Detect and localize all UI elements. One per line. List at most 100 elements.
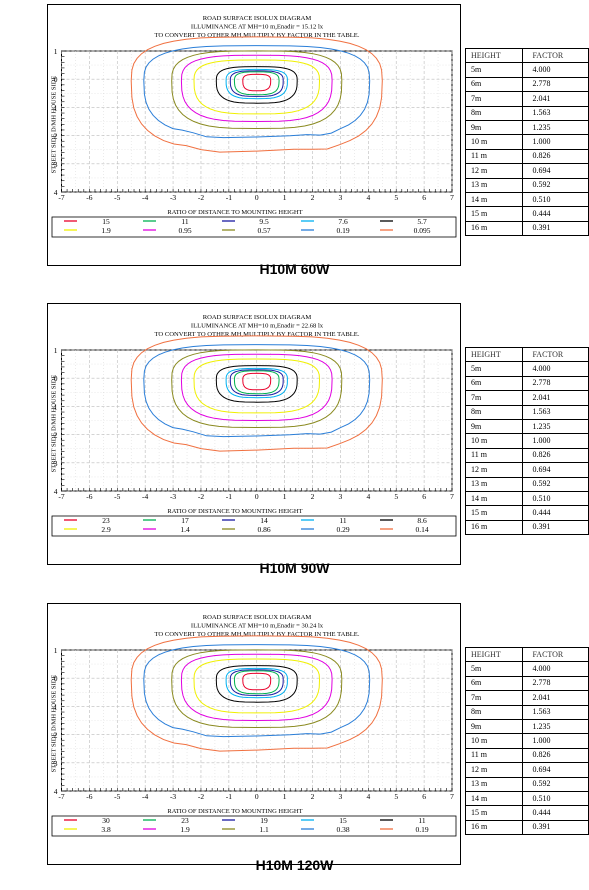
- x-tick-label: 3: [339, 193, 343, 202]
- factor-table-row: 16 m 0.391: [464, 220, 589, 237]
- height-cell: 9m: [464, 119, 524, 136]
- height-cell: 5m: [464, 361, 524, 377]
- chart-title-line: ILLUMINANCE AT MH=10 m,Enadir = 15.12 lx: [191, 24, 324, 31]
- height-cell: 15 m: [464, 505, 524, 521]
- x-tick-label: 2: [311, 792, 315, 801]
- x-tick-label: -5: [114, 792, 120, 801]
- factor-cell: 0.510: [522, 191, 589, 208]
- diagram-frame: ROAD SURFACE ISOLUX DIAGRAM ILLUMINANCE A…: [47, 603, 461, 865]
- factor-table-row: 11 m 0.826: [464, 747, 589, 764]
- isolux-contour-0.29: [143, 344, 371, 438]
- x-tick-label: -7: [58, 792, 64, 801]
- factor-table-row: 13 m 0.592: [464, 476, 589, 492]
- legend-box: [51, 216, 457, 238]
- height-cell: 6m: [464, 375, 524, 392]
- factor-cell: 0.826: [522, 148, 589, 165]
- factor-cell: 0.391: [522, 819, 589, 836]
- isolux-contour-1.1: [171, 649, 343, 729]
- y-tick-label: 4: [54, 188, 58, 197]
- factor-table-row: 14 m 0.510: [464, 490, 589, 507]
- factor-cell: 4.000: [522, 62, 589, 78]
- x-tick-label: -2: [198, 792, 204, 801]
- height-cell: 7m: [464, 690, 524, 706]
- x-tick-label: 1: [283, 792, 287, 801]
- x-tick-label: -1: [226, 492, 232, 501]
- isolux-contour-19: [229, 669, 284, 696]
- y-tick-label: 1: [54, 402, 58, 411]
- factor-table-row: 9m 1.235: [464, 119, 589, 136]
- panel-caption: H10M 120W: [255, 857, 334, 873]
- height-header: HEIGHT: [464, 47, 524, 64]
- factor-table-row: 5m 4.000: [464, 361, 589, 377]
- factor-cell: 2.778: [522, 375, 589, 392]
- isolux-contour-23: [233, 670, 280, 695]
- height-cell: 6m: [464, 76, 524, 93]
- height-cell: 11 m: [464, 747, 524, 764]
- factor-table-row: 14 m 0.510: [464, 191, 589, 208]
- x-tick-label: -7: [58, 193, 64, 202]
- height-header: HEIGHT: [464, 346, 524, 363]
- y-tick-label: 2: [54, 731, 58, 740]
- factor-table-row: 12 m 0.694: [464, 462, 589, 478]
- legend-value: 1.9: [101, 226, 111, 235]
- height-cell: 12 m: [464, 462, 524, 478]
- factor-cell: 1.000: [522, 733, 589, 749]
- factor-cell: 0.444: [522, 206, 589, 222]
- x-tick-label: 7: [450, 193, 454, 202]
- factor-table-row: 12 m 0.694: [464, 163, 589, 179]
- x-tick-label: -4: [142, 792, 148, 801]
- isolux-chart: ROAD SURFACE ISOLUX DIAGRAM ILLUMINANCE A…: [51, 614, 457, 837]
- x-tick-label: 6: [422, 193, 426, 202]
- legend-box: [51, 815, 457, 837]
- x-tick-label: -7: [58, 492, 64, 501]
- y-tick-label: 0: [54, 75, 58, 84]
- diagram-frame: ROAD SURFACE ISOLUX DIAGRAM ILLUMINANCE A…: [47, 4, 461, 266]
- legend-box: [51, 515, 457, 537]
- chart-title-line: ILLUMINANCE AT MH=10 m,Enadir = 22.68 lx: [191, 323, 324, 330]
- x-tick-label: -1: [226, 792, 232, 801]
- legend-value: 1.9: [180, 825, 190, 834]
- legend-value: 0.95: [178, 226, 191, 235]
- isolux-contour-0.38: [143, 644, 371, 738]
- isolux-contour-5.7: [215, 66, 298, 104]
- height-cell: 7m: [464, 91, 524, 107]
- legend-value: 0.57: [257, 226, 270, 235]
- height-cell: 13 m: [464, 177, 524, 193]
- y-axis-label: STREET SIDE D/MH HOUSE SIDE: [51, 375, 58, 473]
- isolux-contour-0.57: [171, 50, 343, 130]
- factor-header: FACTOR: [522, 646, 589, 663]
- factor-cell: 0.826: [522, 747, 589, 764]
- x-tick-label: 0: [255, 492, 259, 501]
- factor-table-row: 9m 1.235: [464, 418, 589, 435]
- panel-caption: H10M 60W: [259, 261, 330, 277]
- x-tick-label: 7: [450, 792, 454, 801]
- factor-table-header: HEIGHT FACTOR: [464, 646, 589, 663]
- height-cell: 5m: [464, 661, 524, 677]
- legend-value: 17: [181, 516, 189, 525]
- y-tick-label: 1: [54, 646, 58, 655]
- factor-cell: 1.000: [522, 134, 589, 150]
- height-cell: 11 m: [464, 447, 524, 464]
- chart-title-line: ROAD SURFACE ISOLUX DIAGRAM: [203, 314, 312, 321]
- chart-title-line: ROAD SURFACE ISOLUX DIAGRAM: [203, 15, 312, 22]
- isolux-contour-0.095: [130, 36, 383, 153]
- y-tick-label: 4: [54, 787, 58, 796]
- legend-value: 23: [102, 516, 110, 525]
- factor-table-row: 13 m 0.592: [464, 177, 589, 193]
- factor-header: FACTOR: [522, 346, 589, 363]
- factor-cell: 0.826: [522, 447, 589, 464]
- x-tick-label: -4: [142, 193, 148, 202]
- factor-cell: 0.510: [522, 490, 589, 507]
- x-tick-label: 6: [422, 792, 426, 801]
- legend-value: 0.095: [414, 226, 431, 235]
- factor-cell: 2.041: [522, 91, 589, 107]
- x-tick-label: -3: [170, 492, 176, 501]
- x-tick-label: 0: [255, 193, 259, 202]
- x-tick-label: 5: [394, 193, 398, 202]
- isolux-contour-15: [242, 73, 272, 92]
- legend-value: 15: [102, 217, 110, 226]
- x-axis-label: RATIO OF DISTANCE TO MOUNTING HEIGHT: [167, 808, 302, 815]
- x-tick-label: 5: [394, 492, 398, 501]
- isolux-contour-3.8: [193, 658, 321, 714]
- factor-table-row: 15 m 0.444: [464, 206, 589, 222]
